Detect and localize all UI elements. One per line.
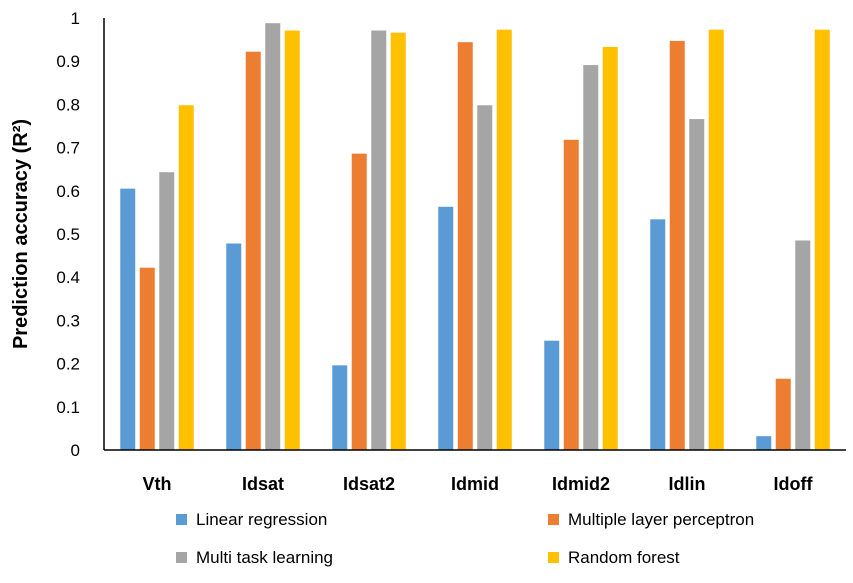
bar-idoff-series-2 (775, 378, 791, 450)
legend-swatch-3 (176, 552, 187, 563)
x-category-label-idlin: Idlin (669, 474, 706, 494)
bar-idmid2-series-3 (583, 65, 599, 450)
x-category-label-idsat: Idsat (242, 474, 284, 494)
bars (120, 23, 830, 451)
bar-idmid-series-3 (477, 105, 493, 450)
bar-idlin-series-3 (689, 119, 705, 450)
y-axis-title: Prediction accuracy (R²) (10, 119, 32, 349)
legend-label-4: Random forest (568, 548, 680, 567)
bar-idmid-series-1 (438, 206, 454, 450)
y-tick-label: 0.9 (56, 52, 80, 71)
y-tick-label: 0.1 (56, 398, 80, 417)
bar-idsat2-series-4 (390, 32, 406, 451)
bar-idmid-series-4 (496, 29, 512, 450)
y-tick-label: 0.6 (56, 182, 80, 201)
x-category-label-idmid: Idmid (451, 474, 499, 494)
x-category-label-idoff: Idoff (774, 474, 814, 494)
legend-swatch-1 (176, 514, 187, 525)
x-category-label-idmid2: Idmid2 (552, 474, 610, 494)
legend: Linear regression Multiple layer perceptr… (176, 510, 754, 567)
legend-swatch-4 (548, 552, 559, 563)
bar-vth-series-3 (159, 172, 175, 450)
bar-idmid2-series-1 (544, 340, 560, 450)
bar-idsat2-series-3 (371, 30, 387, 450)
bar-vth-series-4 (178, 105, 194, 450)
y-tick-label: 0.2 (56, 355, 80, 374)
legend-swatch-2 (548, 514, 559, 525)
bar-vth-series-1 (120, 188, 136, 450)
y-tick-label: 0 (71, 441, 80, 460)
x-axis-category-labels: Vth Idsat Idsat2 Idmid Idmid2 Idlin Idoff (143, 474, 814, 494)
bar-idoff-series-1 (756, 436, 772, 450)
bar-idmid2-series-4 (602, 46, 618, 450)
legend-label-3: Multi task learning (196, 548, 333, 567)
bar-idsat2-series-1 (332, 365, 348, 450)
bar-idsat2-series-2 (351, 153, 367, 450)
bar-idmid-series-2 (457, 42, 473, 450)
bar-idsat-series-1 (226, 243, 242, 450)
x-category-label-vth: Vth (143, 474, 172, 494)
legend-label-1: Linear regression (196, 510, 327, 529)
legend-label-2: Multiple layer perceptron (568, 510, 754, 529)
bar-idoff-series-4 (814, 29, 830, 450)
x-category-label-idsat2: Idsat2 (343, 474, 395, 494)
y-tick-label: 0.5 (56, 225, 80, 244)
bar-vth-series-2 (139, 267, 155, 450)
y-tick-label: 0.8 (56, 95, 80, 114)
bar-idlin-series-1 (650, 219, 666, 450)
bar-idlin-series-2 (669, 40, 685, 451)
y-tick-label: 0.4 (56, 268, 80, 287)
y-tick-label: 0.7 (56, 139, 80, 158)
bar-idsat-series-2 (245, 51, 261, 451)
bar-idsat-series-4 (284, 30, 300, 450)
bar-idmid2-series-2 (563, 139, 579, 450)
bar-idlin-series-4 (708, 29, 724, 450)
y-axis-ticks: 0 0.1 0.2 0.3 0.4 0.5 0.6 0.7 0.8 0.9 1 (56, 9, 80, 460)
y-tick-label: 1 (71, 9, 80, 28)
y-tick-label: 0.3 (56, 311, 80, 330)
bar-idoff-series-3 (795, 240, 811, 450)
bar-idsat-series-3 (265, 23, 281, 451)
